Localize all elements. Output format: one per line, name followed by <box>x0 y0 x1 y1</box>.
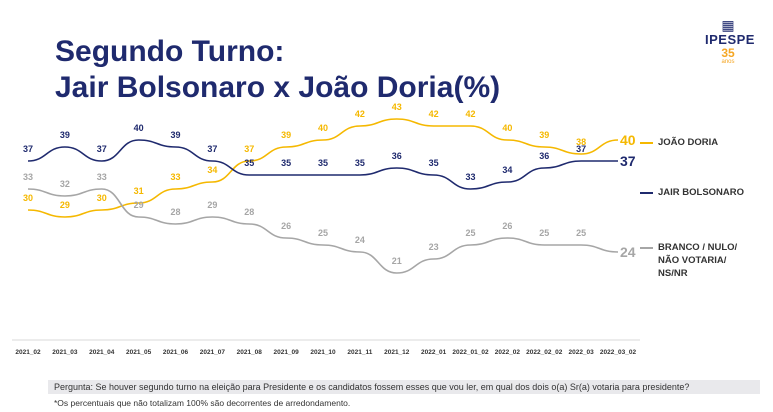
data-label-branco: 33 <box>97 172 107 182</box>
data-label-branco: 29 <box>207 200 217 210</box>
series-line-doria <box>27 118 619 218</box>
legend-label-branco: BRANCO / NULO/ NÃO VOTARIA/ NS/NR <box>658 242 738 279</box>
x-tick-label: 2021_03 <box>52 349 78 356</box>
data-label-doria: 42 <box>355 109 365 119</box>
data-label-branco: 21 <box>392 256 402 266</box>
x-tick-label: 2021_08 <box>237 349 263 356</box>
x-tick-label: 2021_06 <box>163 349 189 356</box>
question-footer: Pergunta: Se houver segundo turno na ele… <box>48 380 760 394</box>
x-tick-label: 2021_11 <box>347 349 372 356</box>
data-label-bolsonaro: 33 <box>465 172 475 182</box>
data-label-bolsonaro: 35 <box>355 158 365 168</box>
series-line-bolsonaro <box>27 139 618 190</box>
data-label-bolsonaro: 35 <box>244 158 254 168</box>
rounding-note: *Os percentuais que não totalizam 100% s… <box>54 398 351 408</box>
data-label-bolsonaro: 39 <box>170 130 180 140</box>
data-label-branco: 26 <box>281 221 291 231</box>
ipespe-logo: ▦ IPESPE 35 anos <box>705 17 755 66</box>
x-tick-label: 2022_03 <box>568 349 594 356</box>
data-label-branco: 25 <box>576 228 586 238</box>
data-label-doria: 29 <box>60 200 70 210</box>
data-label-bolsonaro: 37 <box>207 144 217 154</box>
data-label-doria: 43 <box>392 102 402 112</box>
data-label-doria: 31 <box>134 186 144 196</box>
x-tick-label: 2021_07 <box>200 349 226 356</box>
data-label-branco: 25 <box>318 228 328 238</box>
series-line-branco <box>27 188 619 274</box>
data-label-doria: 33 <box>170 172 180 182</box>
data-label-bolsonaro: 36 <box>392 151 402 161</box>
data-label-bolsonaro: 37 <box>620 153 636 169</box>
data-label-branco: 24 <box>620 244 636 260</box>
x-tick-label: 2022_02 <box>495 349 521 356</box>
data-label-doria: 30 <box>23 193 33 203</box>
legend-swatch-branco <box>640 247 653 249</box>
data-label-bolsonaro: 37 <box>97 144 107 154</box>
logo-name: IPESPE <box>705 32 755 47</box>
data-label-doria: 40 <box>620 132 636 148</box>
data-label-branco: 24 <box>355 235 365 245</box>
data-label-bolsonaro: 35 <box>318 158 328 168</box>
data-label-doria: 34 <box>207 165 217 175</box>
x-tick-label: 2021_05 <box>126 349 152 356</box>
x-tick-label: 2021_02 <box>15 349 41 356</box>
x-tick-label: 2021_10 <box>310 349 336 356</box>
data-label-bolsonaro: 37 <box>576 144 586 154</box>
data-label-branco: 32 <box>60 179 70 189</box>
data-label-branco: 29 <box>134 200 144 210</box>
x-tick-label: 2022_02_02 <box>526 349 563 356</box>
data-label-bolsonaro: 35 <box>429 158 439 168</box>
data-label-branco: 33 <box>23 172 33 182</box>
logo-anos: anos <box>721 59 735 65</box>
x-tick-label: 2022_01_02 <box>452 349 489 356</box>
legend-swatch-doria <box>640 142 653 144</box>
data-label-branco: 25 <box>465 228 475 238</box>
data-label-bolsonaro: 40 <box>134 123 144 133</box>
data-label-doria: 40 <box>318 123 328 133</box>
data-label-bolsonaro: 35 <box>281 158 291 168</box>
data-label-doria: 37 <box>244 144 254 154</box>
legend-swatch-bolsonaro <box>640 192 653 194</box>
data-label-doria: 30 <box>97 193 107 203</box>
x-tick-label: 2021_04 <box>89 349 115 356</box>
data-label-branco: 28 <box>170 207 180 217</box>
data-label-doria: 40 <box>502 123 512 133</box>
data-label-doria: 42 <box>465 109 475 119</box>
data-label-bolsonaro: 37 <box>23 144 33 154</box>
data-label-branco: 23 <box>429 242 439 252</box>
data-label-doria: 39 <box>539 130 549 140</box>
x-tick-label: 2021_12 <box>384 349 410 356</box>
chart-title: Segundo Turno: Jair Bolsonaro x João Dor… <box>55 34 500 106</box>
data-label-branco: 28 <box>244 207 254 217</box>
x-tick-label: 2022_01 <box>421 349 447 356</box>
logo-icon: ▦ <box>721 17 735 33</box>
data-label-doria: 39 <box>281 130 291 140</box>
data-label-branco: 25 <box>539 228 549 238</box>
data-label-bolsonaro: 34 <box>502 165 512 175</box>
title-line-1: Segundo Turno: <box>55 35 285 68</box>
x-tick-label: 2021_09 <box>273 349 299 356</box>
title-line-2: Jair Bolsonaro x João Doria(%) <box>55 71 501 104</box>
data-label-branco: 26 <box>502 221 512 231</box>
data-label-bolsonaro: 39 <box>60 130 70 140</box>
legend-label-doria: JOÃO DORIA <box>658 137 719 148</box>
logo-years: 35 <box>721 46 735 60</box>
data-label-bolsonaro: 36 <box>539 151 549 161</box>
legend-label-bolsonaro: JAIR BOLSONARO <box>658 187 745 198</box>
data-label-doria: 38 <box>576 137 586 147</box>
x-tick-label: 2022_03_02 <box>600 349 637 356</box>
data-label-doria: 42 <box>429 109 439 119</box>
